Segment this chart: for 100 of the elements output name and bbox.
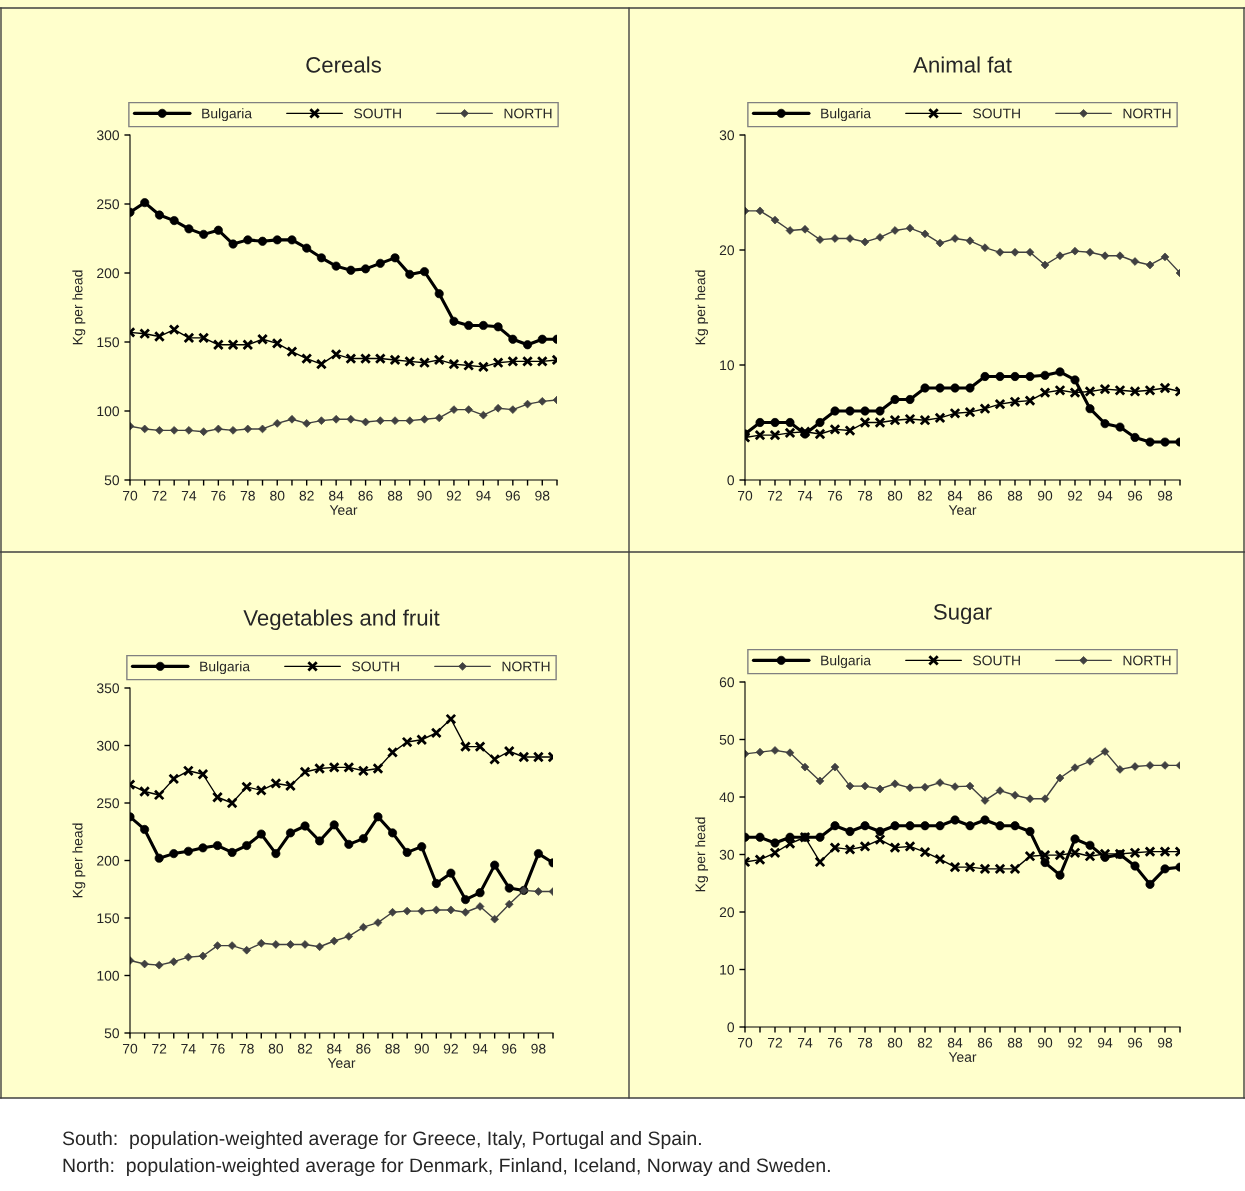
x-tick-label: 72 bbox=[767, 490, 783, 501]
x-tick-label: 86 bbox=[977, 490, 993, 501]
x-tick-label: 86 bbox=[977, 1037, 993, 1048]
x-tick-label: 88 bbox=[1007, 1037, 1023, 1048]
x-tick-label: 84 bbox=[329, 490, 344, 501]
y-tick-label: 150 bbox=[97, 337, 120, 348]
y-tick-label: 200 bbox=[97, 855, 120, 866]
x-tick-label: 96 bbox=[1127, 1037, 1143, 1048]
y-axis-title: Kg per head bbox=[72, 823, 86, 898]
x-tick-label: 82 bbox=[917, 1037, 933, 1048]
y-tick-label: 10 bbox=[720, 360, 735, 371]
x-tick-label: 88 bbox=[387, 490, 403, 501]
x-tick-label: 78 bbox=[239, 1043, 254, 1054]
x-tick-label: 80 bbox=[887, 1037, 903, 1048]
x-tick-label: 94 bbox=[1097, 1037, 1113, 1048]
y-tick-label: 0 bbox=[727, 475, 735, 486]
x-tick-label: 70 bbox=[737, 1037, 753, 1048]
x-tick-label: 70 bbox=[122, 1043, 138, 1054]
x-tick-label: 72 bbox=[152, 1043, 167, 1054]
legend-label: SOUTH bbox=[354, 108, 401, 119]
x-tick-label: 94 bbox=[473, 1043, 488, 1054]
x-tick-label: 94 bbox=[476, 490, 491, 501]
x-tick-label: 98 bbox=[535, 490, 550, 501]
chart-title: Sugar bbox=[933, 603, 992, 625]
x-tick-label: 84 bbox=[947, 490, 963, 501]
legend-label: Bulgaria bbox=[202, 108, 253, 122]
x-tick-label: 90 bbox=[417, 490, 432, 501]
x-tick-label: 70 bbox=[122, 490, 138, 501]
y-axis-title: Kg per head bbox=[695, 270, 709, 345]
y-tick-label: 150 bbox=[97, 913, 120, 924]
x-tick-label: 94 bbox=[1097, 490, 1113, 501]
y-tick-label: 250 bbox=[97, 798, 120, 809]
y-tick-label: 50 bbox=[104, 475, 120, 486]
legend-label: NORTH bbox=[504, 108, 552, 119]
x-tick-label: 82 bbox=[297, 1043, 313, 1054]
chart-title: Animal fat bbox=[913, 56, 1012, 73]
legend-label: NORTH bbox=[1123, 655, 1171, 666]
x-tick-label: 88 bbox=[385, 1043, 400, 1054]
x-tick-label: 98 bbox=[1157, 490, 1173, 501]
y-tick-label: 40 bbox=[719, 792, 735, 803]
x-tick-label: 90 bbox=[1037, 1037, 1053, 1048]
x-tick-label: 84 bbox=[327, 1043, 342, 1054]
y-tick-label: 0 bbox=[727, 1022, 735, 1033]
x-tick-label: 92 bbox=[446, 490, 461, 501]
x-tick-label: 90 bbox=[1037, 490, 1053, 501]
x-tick-label: 76 bbox=[210, 1043, 225, 1054]
x-tick-label: 74 bbox=[181, 490, 197, 501]
legend-label: Bulgaria bbox=[821, 655, 872, 669]
x-tick-label: 80 bbox=[270, 490, 285, 501]
y-tick-label: 100 bbox=[97, 406, 120, 417]
x-tick-label: 84 bbox=[947, 1037, 963, 1048]
x-tick-label: 98 bbox=[531, 1043, 546, 1054]
legend-label: Bulgaria bbox=[200, 661, 251, 675]
x-axis-title: Year bbox=[948, 505, 977, 515]
x-tick-label: 96 bbox=[502, 1043, 517, 1054]
x-tick-label: 78 bbox=[857, 490, 873, 501]
x-tick-label: 78 bbox=[857, 1037, 873, 1048]
legend-label: NORTH bbox=[502, 661, 550, 672]
x-tick-label: 88 bbox=[1007, 490, 1023, 501]
x-tick-label: 80 bbox=[268, 1043, 284, 1054]
x-tick-label: 92 bbox=[443, 1043, 458, 1054]
x-tick-label: 82 bbox=[299, 490, 314, 501]
x-tick-label: 96 bbox=[1127, 490, 1143, 501]
x-tick-label: 86 bbox=[358, 490, 373, 501]
x-tick-label: 76 bbox=[827, 1037, 843, 1048]
x-tick-label: 76 bbox=[211, 490, 226, 501]
x-tick-label: 78 bbox=[240, 490, 255, 501]
x-tick-label: 74 bbox=[181, 1043, 196, 1054]
y-tick-label: 50 bbox=[104, 1028, 120, 1039]
y-tick-label: 300 bbox=[96, 130, 120, 141]
x-tick-label: 80 bbox=[887, 490, 903, 501]
x-tick-label: 82 bbox=[917, 490, 933, 501]
y-axis-title: Kg per head bbox=[695, 817, 709, 892]
x-tick-label: 86 bbox=[356, 1043, 371, 1054]
legend-label: SOUTH bbox=[352, 661, 399, 672]
y-tick-label: 250 bbox=[97, 199, 120, 210]
y-tick-label: 20 bbox=[719, 907, 735, 918]
y-tick-label: 30 bbox=[719, 130, 735, 141]
y-tick-label: 350 bbox=[96, 683, 120, 694]
x-tick-label: 92 bbox=[1067, 1037, 1083, 1048]
legend-label: Bulgaria bbox=[821, 108, 872, 122]
x-axis-title: Year bbox=[329, 505, 358, 515]
y-tick-label: 100 bbox=[97, 970, 120, 981]
x-axis-title: Year bbox=[327, 1058, 356, 1068]
y-axis-title: Kg per head bbox=[72, 270, 86, 345]
x-tick-label: 72 bbox=[767, 1037, 783, 1048]
text: North: population-weighted average for Denmark, Finland, Iceland, Norway and Sweden. bbox=[63, 1157, 830, 1177]
y-tick-label: 50 bbox=[719, 734, 735, 745]
x-tick-label: 74 bbox=[797, 490, 813, 501]
y-tick-label: 300 bbox=[96, 740, 120, 751]
y-tick-label: 60 bbox=[719, 677, 735, 688]
x-tick-label: 70 bbox=[737, 490, 753, 501]
legend-label: SOUTH bbox=[973, 655, 1020, 666]
x-tick-label: 76 bbox=[827, 490, 843, 501]
x-tick-label: 96 bbox=[505, 490, 520, 501]
y-tick-label: 200 bbox=[97, 268, 120, 279]
x-tick-label: 74 bbox=[797, 1037, 813, 1048]
y-tick-label: 30 bbox=[719, 849, 735, 860]
text: South: population-weighted average for Greece, Italy, Portugal and Spain. bbox=[62, 1130, 701, 1150]
x-axis-title: Year bbox=[948, 1052, 977, 1062]
